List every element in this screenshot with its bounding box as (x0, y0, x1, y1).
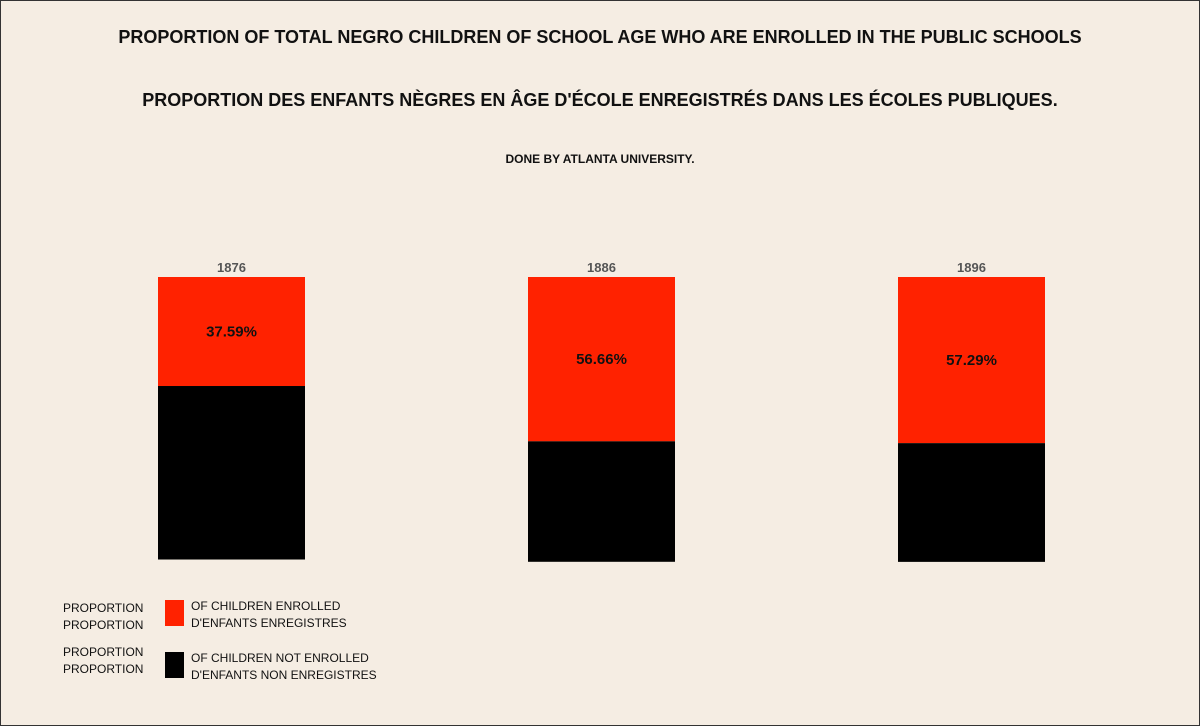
bar-enrolled-1876 (158, 277, 305, 387)
data-label-1876: 37.59% (206, 324, 257, 341)
chart-title: PROPORTION OF TOTAL NEGRO CHILDREN OF SC… (118, 27, 1082, 47)
legend-swatch-not-enrolled (165, 652, 184, 678)
legend-prefix: PROPORTION PROPORTION (63, 601, 144, 632)
chart-credit: DONE BY ATLANTA UNIVERSITY. (505, 152, 695, 166)
legend-label: OF CHILDREN ENROLLED D'ENFANTS ENREGISTR… (191, 599, 347, 630)
bar-not-enrolled-1896 (898, 443, 1045, 562)
bar-enrolled-1886 (528, 277, 675, 442)
bar-not-enrolled-1886 (528, 441, 675, 562)
bar-not-enrolled-1876 (158, 386, 305, 560)
category-label-1886: 1886 (587, 260, 616, 275)
legend-label: OF CHILDREN NOT ENROLLED D'ENFANTS NON E… (191, 651, 377, 682)
data-label-1886: 56.66% (576, 351, 627, 368)
legend-prefix: PROPORTION PROPORTION (63, 645, 144, 676)
data-label-1896: 57.29% (946, 352, 997, 369)
category-label-1876: 1876 (217, 260, 246, 275)
chart-subtitle: PROPORTION DES ENFANTS NÈGRES EN ÂGE D'É… (142, 90, 1058, 110)
legend-swatch-enrolled (165, 600, 184, 626)
category-label-1896: 1896 (957, 260, 986, 275)
bar-enrolled-1896 (898, 277, 1045, 444)
